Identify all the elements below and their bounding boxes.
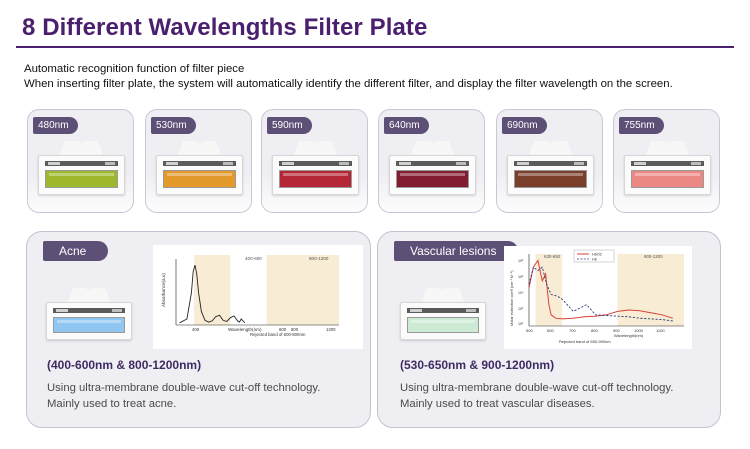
acne-desc-line-1: Using ultra-membrane double-wave cut-off… (47, 382, 321, 394)
vascular-tick-800: 800 (591, 328, 598, 333)
acne-band2-label: 800-1200 (309, 256, 329, 261)
filter-device-image (38, 137, 125, 195)
acne-desc-line-2: Mainly used to treat acne. (47, 398, 177, 410)
intro-text: Automatic recognition function of filter… (24, 62, 673, 92)
vascular-hb-curve (528, 266, 673, 322)
vascular-tag: Vascular lesions (394, 241, 519, 261)
filter-label: 590nm (267, 117, 312, 134)
acne-x-label: Wavelength(nm) (228, 327, 262, 332)
acne-band1-label: 400-600 (245, 256, 262, 261)
vascular-tick-500: 500 (526, 328, 533, 333)
filter-device-image (507, 137, 594, 195)
filter-device-image (156, 137, 243, 195)
filter-card-590: 590nm (261, 109, 368, 213)
intro-line-1: Automatic recognition function of filter… (24, 63, 245, 75)
vascular-ytick-1e2: 10² (518, 322, 524, 326)
filter-card-690: 690nm (496, 109, 603, 213)
vascular-ytick-1e4: 10⁴ (518, 291, 524, 295)
acne-absorbance-curve (179, 264, 246, 324)
acne-y-label: Absorbance(a.u) (161, 273, 166, 307)
vascular-hbo2-curve (528, 259, 674, 320)
vascular-tick-1100: 1100 (656, 328, 665, 333)
acne-rejected-label: Rejected band of 600-800nm (250, 332, 306, 337)
filter-label: 480nm (33, 117, 78, 134)
vascular-description: Using ultra-membrane double-wave cut-off… (400, 380, 673, 412)
vascular-desc-line-1: Using ultra-membrane double-wave cut-off… (400, 382, 674, 394)
acne-description: Using ultra-membrane double-wave cut-off… (47, 380, 320, 412)
vascular-tick-600: 600 (547, 328, 554, 333)
vascular-band-900-1200 (617, 254, 684, 326)
acne-chart-svg: 400-600 800-1200 Absorbance(a.u) Wavelen… (161, 255, 339, 337)
acne-tag: Acne (43, 241, 109, 261)
filter-card-640: 640nm (378, 109, 485, 213)
filter-device-image (624, 137, 711, 195)
intro-line-2: When inserting filter plate, the system … (24, 78, 673, 90)
acne-card: Acne 400-600 800-1200 Absorbance(a.u) Wa… (26, 231, 371, 428)
title-divider (16, 46, 734, 48)
vascular-card: Vascular lesions 630-650 900-1200 HbO2 H… (377, 231, 721, 428)
filter-label: 690nm (502, 117, 547, 134)
acne-filter-device-image (46, 284, 132, 340)
acne-tick-800: 800 (291, 327, 299, 332)
vascular-chart-svg: 630-650 900-1200 HbO2 Hb Molar extinctio… (509, 249, 684, 344)
vascular-rejected-label: Rejected band of 650-900nm (559, 339, 611, 344)
vascular-range: (530-650nm & 900-1200nm) (400, 358, 555, 372)
vascular-tick-1000: 1000 (634, 328, 644, 333)
filter-card-755: 755nm (613, 109, 720, 213)
acne-tick-400: 400 (192, 327, 200, 332)
page-title: 8 Different Wavelengths Filter Plate (22, 14, 428, 41)
acne-absorbance-chart: 400-600 800-1200 Absorbance(a.u) Wavelen… (153, 245, 363, 349)
vascular-band2-label: 900-1200 (644, 254, 663, 259)
acne-tick-1200: 1200 (326, 327, 336, 332)
vascular-legend-hb: Hb (592, 258, 597, 262)
vascular-ytick-1e6: 10⁶ (518, 259, 524, 263)
vascular-ytick-1e3: 10³ (518, 307, 524, 311)
filter-label: 640nm (384, 117, 429, 134)
filter-device-image (272, 137, 359, 195)
acne-band-800-1200 (266, 255, 339, 325)
vascular-band-630-650 (535, 254, 563, 326)
filter-device-image (389, 137, 476, 195)
vascular-absorption-chart: 630-650 900-1200 HbO2 Hb Molar extinctio… (504, 246, 692, 349)
vascular-y-label: Molar extinction coeff (cm⁻¹M⁻¹) (509, 270, 514, 326)
filter-label: 530nm (151, 117, 196, 134)
vascular-tick-900: 900 (613, 328, 620, 333)
filter-label: 755nm (619, 117, 664, 134)
vascular-tick-700: 700 (569, 328, 576, 333)
vascular-ytick-1e5: 10⁵ (518, 275, 524, 279)
vascular-legend-hbo2: HbO2 (592, 253, 602, 257)
vascular-x-label: Wavelength(nm) (614, 333, 644, 338)
acne-band-400-600 (194, 255, 231, 325)
acne-tick-600: 600 (279, 327, 287, 332)
acne-range: (400-600nm & 800-1200nm) (47, 358, 202, 372)
filter-card-480: 480nm (27, 109, 134, 213)
vascular-desc-line-2: Mainly used to treat vascular diseases. (400, 398, 595, 410)
filter-card-530: 530nm (145, 109, 252, 213)
vascular-filter-device-image (400, 284, 486, 340)
vascular-band1-label: 630-650 (544, 254, 561, 259)
